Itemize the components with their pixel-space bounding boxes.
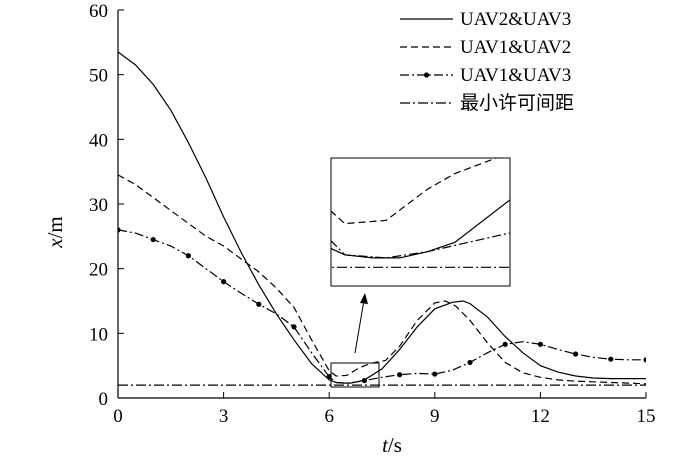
y-axis: 0 10 20 30 40 50 60 xyxy=(89,1,124,410)
x-tick-label: 3 xyxy=(219,406,229,427)
y-tick-label: 20 xyxy=(89,260,108,281)
series-3-point xyxy=(185,253,191,259)
inset-series-1-line xyxy=(331,199,510,259)
legend-label-4: 最小许可间距 xyxy=(460,92,574,114)
series-3-point xyxy=(573,351,579,357)
legend-label-2: UAV1&UAV2 xyxy=(460,37,571,58)
x-axis-label: t/s xyxy=(382,433,402,457)
series-3-point xyxy=(502,341,508,347)
legend-label-1: UAV2&UAV3 xyxy=(460,9,571,30)
series-3-point xyxy=(361,377,367,384)
legend: UAV2&UAV3 UAV1&UAV2 UAV1&UAV3 最小许可间距 xyxy=(400,9,574,114)
x-tick-label: 0 xyxy=(113,406,123,427)
series-3-point xyxy=(537,341,544,347)
zoom-arrow-head xyxy=(360,293,368,304)
y-tick-label: 60 xyxy=(89,1,108,22)
series-3-point xyxy=(291,324,297,330)
inset-layer xyxy=(331,158,510,268)
y-axis-label: x/m xyxy=(43,216,67,249)
series-3-point xyxy=(397,372,403,378)
y-tick-label: 40 xyxy=(89,130,108,151)
series-3-point xyxy=(432,371,438,377)
series-3-point xyxy=(643,357,646,363)
series-3-point xyxy=(221,279,227,285)
y-tick-label: 50 xyxy=(89,66,108,87)
y-tick-label: 10 xyxy=(89,324,108,345)
series-layer xyxy=(118,51,646,386)
zoom-region-box xyxy=(330,362,380,388)
x-tick-label: 15 xyxy=(637,406,656,427)
series-3-point xyxy=(608,356,614,362)
x-tick-label: 6 xyxy=(324,406,334,427)
inset-series-3-line xyxy=(331,232,510,259)
series-3-point xyxy=(256,301,262,307)
y-tick-label: 30 xyxy=(89,195,108,216)
x-axis: 0 3 6 9 12 15 xyxy=(113,392,656,427)
x-tick-label: 12 xyxy=(531,406,550,427)
x-tick-label: 9 xyxy=(430,406,440,427)
legend-marker-3 xyxy=(423,72,430,78)
y-tick-label: 0 xyxy=(99,389,109,410)
legend-label-3: UAV1&UAV3 xyxy=(460,65,571,86)
series-2-line xyxy=(118,174,646,385)
series-3-point xyxy=(118,227,121,233)
series-3-point xyxy=(467,359,473,366)
zoom-arrow-line xyxy=(354,299,365,354)
series-3-point xyxy=(150,236,156,243)
